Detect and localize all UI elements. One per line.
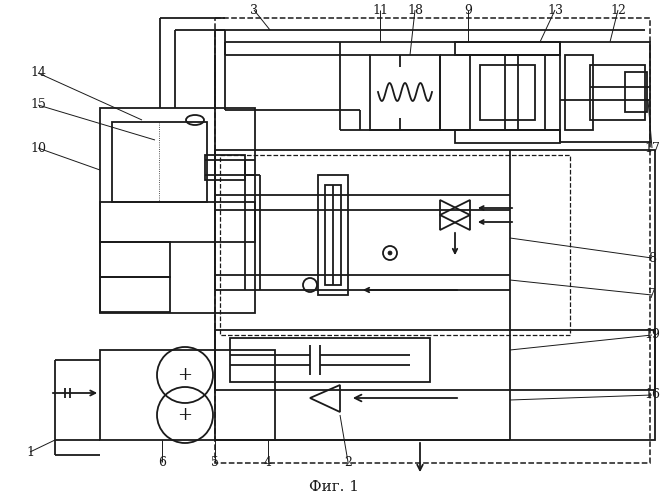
Circle shape: [388, 251, 392, 255]
Text: 13: 13: [547, 4, 563, 16]
Text: 19: 19: [644, 328, 660, 342]
Text: 14: 14: [30, 66, 46, 80]
Bar: [325, 185, 341, 285]
Text: 18: 18: [407, 4, 423, 16]
Bar: [112, 122, 207, 202]
Bar: [590, 65, 645, 120]
Bar: [215, 18, 650, 463]
Bar: [370, 55, 440, 130]
Text: Фиг. 1: Фиг. 1: [309, 480, 359, 494]
Bar: [480, 65, 535, 120]
Text: 16: 16: [644, 388, 660, 402]
Bar: [215, 150, 655, 440]
Text: 12: 12: [610, 4, 626, 16]
Text: 10: 10: [30, 142, 46, 154]
Bar: [565, 55, 593, 130]
Bar: [455, 130, 560, 143]
Bar: [560, 42, 650, 142]
Bar: [100, 108, 255, 313]
Bar: [220, 155, 570, 335]
Text: 9: 9: [464, 4, 472, 16]
Text: 6: 6: [158, 456, 166, 468]
Bar: [470, 55, 545, 130]
Bar: [230, 338, 430, 382]
Text: 8: 8: [648, 252, 656, 264]
Bar: [205, 155, 245, 180]
Bar: [625, 72, 647, 112]
Text: 7: 7: [648, 288, 656, 302]
Text: 3: 3: [250, 4, 258, 16]
Bar: [318, 175, 348, 295]
Text: +: +: [178, 406, 192, 424]
Bar: [100, 350, 275, 440]
Text: 4: 4: [264, 456, 272, 468]
Text: 11: 11: [372, 4, 388, 16]
Text: 1: 1: [26, 446, 34, 458]
Bar: [100, 202, 255, 242]
Bar: [100, 277, 170, 312]
Text: 2: 2: [344, 456, 352, 468]
Bar: [100, 242, 170, 277]
Text: +: +: [178, 366, 192, 384]
Text: 5: 5: [211, 456, 219, 468]
Bar: [215, 330, 655, 390]
Text: 17: 17: [644, 142, 660, 154]
Text: 15: 15: [30, 98, 46, 112]
Bar: [455, 42, 560, 55]
